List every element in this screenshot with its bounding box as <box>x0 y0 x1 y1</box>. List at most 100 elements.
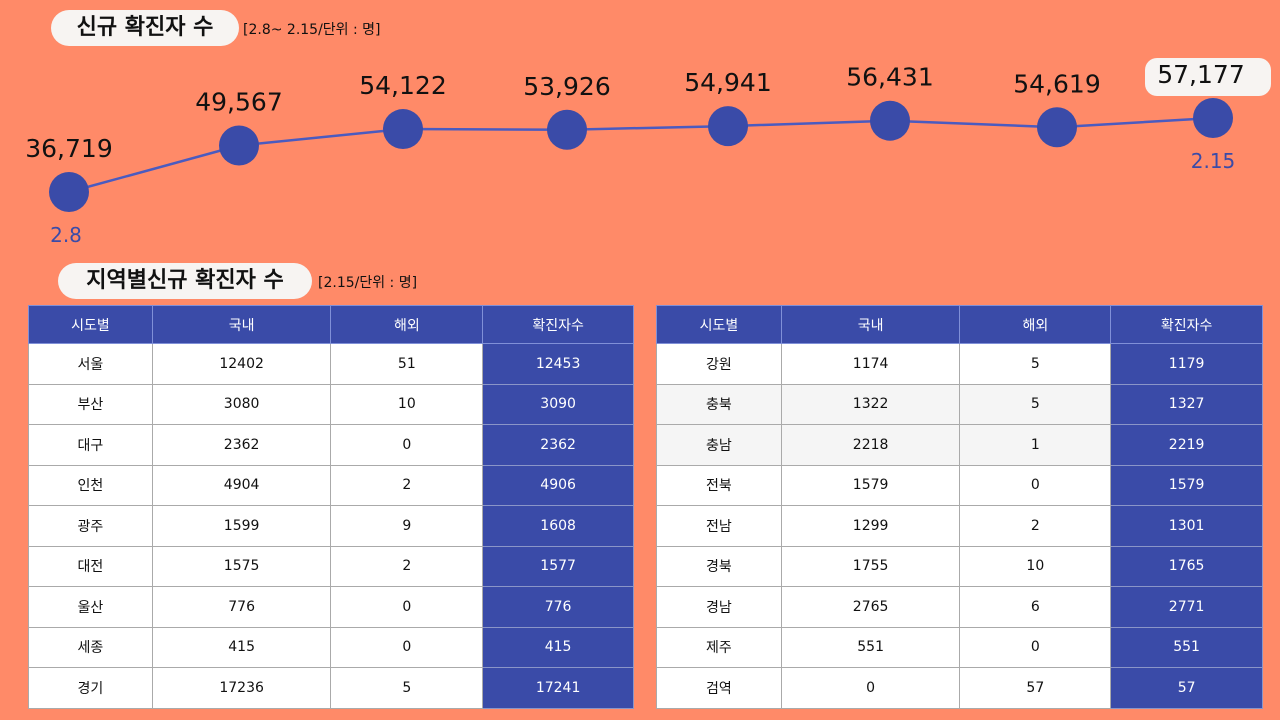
table-cell: 전북 <box>656 464 782 506</box>
table-cell: 경북 <box>656 545 782 587</box>
data-point <box>49 172 89 212</box>
table-cell: 1322 <box>780 383 961 425</box>
data-label: 54,941 <box>684 68 771 97</box>
column-header: 확진자수 <box>482 305 634 344</box>
highlight-box <box>1145 58 1271 96</box>
table-cell: 0 <box>959 464 1112 506</box>
table-cell: 2362 <box>482 424 634 466</box>
table-cell: 3080 <box>151 383 332 425</box>
table-cell: 5 <box>959 343 1112 385</box>
table-cell: 1327 <box>1110 383 1263 425</box>
table-cell: 1299 <box>780 505 961 547</box>
series-line <box>68 116 1214 194</box>
table-cell: 2765 <box>780 586 961 628</box>
table-cell: 충남 <box>656 424 782 466</box>
table-cell: 12453 <box>482 343 634 385</box>
data-point <box>219 125 259 166</box>
regional-subtitle: [2.15/단위 : 명] <box>318 275 418 291</box>
data-point <box>1193 98 1233 138</box>
data-label: 56,431 <box>846 63 933 92</box>
table-cell: 5 <box>959 383 1112 425</box>
table-cell: 12402 <box>151 343 332 385</box>
line-chart: 36,719 2.8 49,567 54,122 53,926 54,941 56,431 5… <box>25 58 1271 247</box>
table-cell: 17236 <box>151 667 332 709</box>
table-row: 경남 2765 6 2771 <box>656 586 1263 628</box>
table-cell: 1575 <box>151 545 332 587</box>
table-cell: 1579 <box>1110 464 1263 506</box>
table-cell: 2 <box>330 464 484 506</box>
table-cell: 3090 <box>482 383 634 425</box>
table-row: 인천 4904 2 4906 <box>28 464 634 506</box>
table-row: 경북 1755 10 1765 <box>656 545 1263 587</box>
table-cell: 대구 <box>28 424 153 466</box>
table-row: 대구 2362 0 2362 <box>28 424 634 466</box>
table-cell: 1579 <box>780 464 961 506</box>
table-cell: 세종 <box>28 626 153 668</box>
table-cell: 울산 <box>28 586 153 628</box>
data-label: 53,926 <box>523 72 610 101</box>
data-label: 49,567 <box>195 88 282 117</box>
table-cell: 전남 <box>656 505 782 547</box>
table-cell: 5 <box>330 667 484 709</box>
table-row: 서울 12402 51 12453 <box>28 343 634 385</box>
column-header: 해외 <box>330 305 484 344</box>
table-cell: 0 <box>330 424 484 466</box>
table-cell: 1608 <box>482 505 634 547</box>
table-row: 부산 3080 10 3090 <box>28 383 634 425</box>
data-label: 54,122 <box>359 71 446 100</box>
table-cell: 강원 <box>656 343 782 385</box>
table-cell: 광주 <box>28 505 153 547</box>
data-point <box>708 106 748 147</box>
table-cell: 인천 <box>28 464 153 506</box>
table-row: 강원 1174 5 1179 <box>656 343 1263 385</box>
table-cell: 부산 <box>28 383 153 425</box>
table-row: 검역 0 57 57 <box>656 667 1263 709</box>
table-row: 충북 1322 5 1327 <box>656 383 1263 425</box>
table-row: 광주 1599 9 1608 <box>28 505 634 547</box>
table-cell: 0 <box>780 667 961 709</box>
table-cell: 대전 <box>28 545 153 587</box>
data-point <box>1037 107 1077 148</box>
table-cell: 415 <box>151 626 332 668</box>
table-row: 전북 1579 0 1579 <box>656 464 1263 506</box>
table-cell: 1765 <box>1110 545 1263 587</box>
table-cell: 10 <box>330 383 484 425</box>
table-cell: 경기 <box>28 667 153 709</box>
table-cell: 415 <box>482 626 634 668</box>
table-cell: 1577 <box>482 545 634 587</box>
data-point <box>547 109 587 150</box>
table-cell: 서울 <box>28 343 153 385</box>
table-cell: 경남 <box>656 586 782 628</box>
table-row: 제주 551 0 551 <box>656 626 1263 668</box>
column-header: 국내 <box>780 305 961 344</box>
regional-table-right: 시도별 국내 해외 확진자수 강원 1174 5 1179 충북 1322 5 1327 충남 2218 1… <box>656 305 1263 709</box>
table-cell: 6 <box>959 586 1112 628</box>
table-cell: 9 <box>330 505 484 547</box>
table-cell: 551 <box>1110 626 1263 668</box>
table-cell: 776 <box>482 586 634 628</box>
table-cell: 1179 <box>1110 343 1263 385</box>
table-cell: 51 <box>330 343 484 385</box>
table-cell: 2 <box>330 545 484 587</box>
regional-title: 지역별신규 확진자 수 <box>58 263 312 299</box>
table-cell: 0 <box>330 626 484 668</box>
column-header: 확진자수 <box>1110 305 1263 344</box>
data-label: 54,619 <box>1013 69 1100 98</box>
column-header: 시도별 <box>28 305 153 344</box>
table-cell: 0 <box>330 586 484 628</box>
table-cell: 4906 <box>482 464 634 506</box>
table-cell: 57 <box>1110 667 1263 709</box>
table-cell: 1599 <box>151 505 332 547</box>
table-row: 울산 776 0 776 <box>28 586 634 628</box>
table-cell: 1174 <box>780 343 961 385</box>
table-row: 세종 415 0 415 <box>28 626 634 668</box>
table-cell: 57 <box>959 667 1112 709</box>
table-cell: 1755 <box>780 545 961 587</box>
x-tick-label: 2.15 <box>1191 149 1236 173</box>
table-cell: 551 <box>780 626 961 668</box>
table-cell: 2219 <box>1110 424 1263 466</box>
column-header: 국내 <box>151 305 332 344</box>
table-cell: 2 <box>959 505 1112 547</box>
table-cell: 충북 <box>656 383 782 425</box>
table-cell: 제주 <box>656 626 782 668</box>
